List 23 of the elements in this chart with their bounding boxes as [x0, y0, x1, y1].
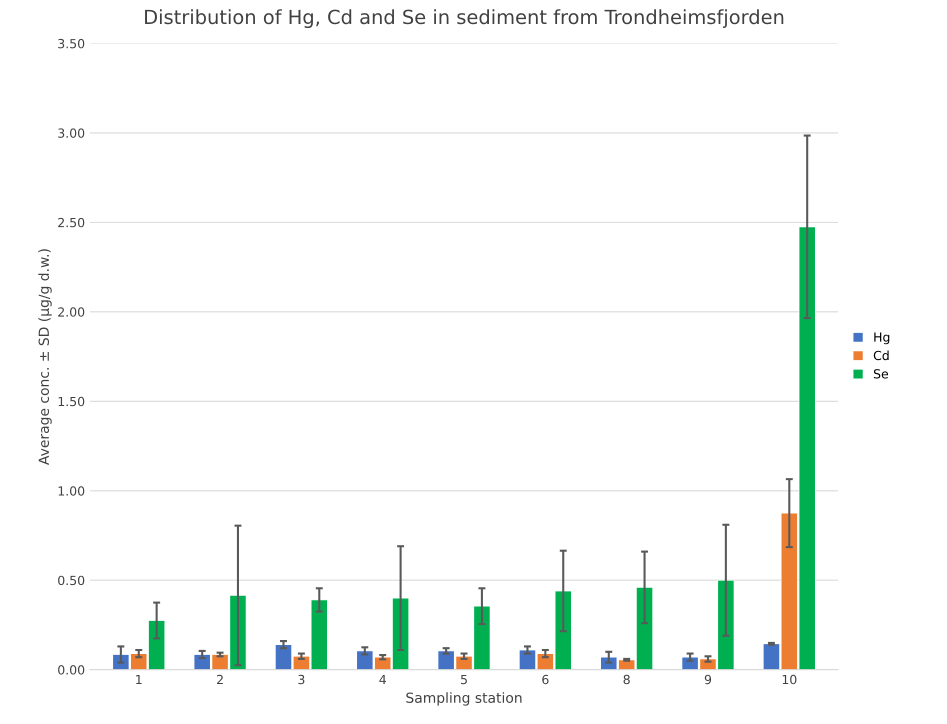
y-axis-title: Average conc. ± SD (µg/g d.w.): [38, 249, 52, 465]
y-tick-label: 0.50: [58, 576, 84, 586]
y-tick-label: 3.50: [58, 38, 84, 48]
x-tick-label: 6: [542, 674, 549, 684]
x-tick-label: 8: [624, 674, 630, 684]
y-tick-label: 2.00: [58, 307, 84, 317]
y-tick-label: 1.50: [58, 396, 84, 406]
x-tick-label: 1: [136, 674, 142, 684]
x-tick-label: 9: [704, 674, 712, 684]
x-axis-title: Sampling station: [406, 692, 522, 706]
legend-label: Cd: [874, 350, 889, 360]
x-tick-label: 3: [298, 674, 304, 684]
y-tick-label: 0.00: [58, 665, 84, 675]
x-tick-label: 4: [379, 674, 386, 684]
y-tick-label: 1.00: [58, 486, 84, 496]
legend-label: Se: [874, 369, 888, 379]
legend-label: Hg: [874, 332, 890, 344]
y-tick-label: 3.00: [58, 128, 84, 138]
chart-title: Distribution of Hg, Cd and Se in sediment from Trondheimsfjorden: [145, 9, 784, 28]
x-tick-label: 2: [217, 674, 223, 684]
x-tick-label: 5: [461, 674, 467, 684]
y-tick-label: 2.50: [58, 218, 84, 228]
x-tick-label: 10: [782, 674, 796, 684]
